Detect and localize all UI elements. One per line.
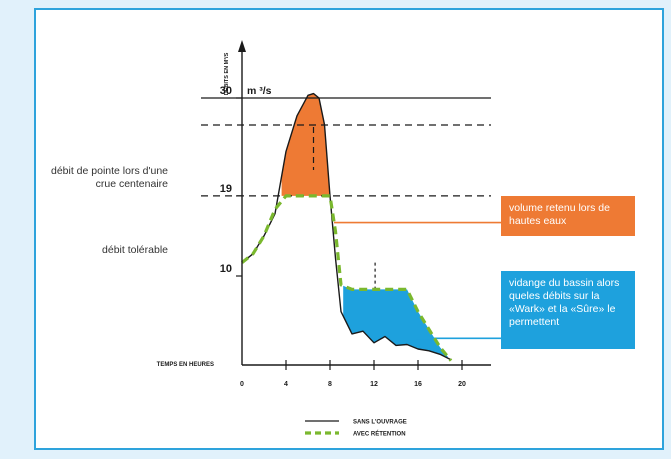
retained-volume-area [281, 93, 333, 196]
y-level-label: 10 [220, 263, 232, 275]
x-tick-label: 16 [414, 381, 422, 388]
x-tick-label: 0 [240, 381, 244, 388]
peak-flow-label: débit de pointe lors d'une crue centenai… [50, 165, 168, 190]
drain-basin-box: vidange du bassin alors queles débits su… [501, 271, 635, 349]
y-level-label: 19 [220, 183, 232, 195]
retained-volume-box: volume retenu lors de hautes eaux [501, 196, 635, 236]
y-axis-arrow [238, 40, 246, 52]
legend-label-avec-retention: AVEC RÉTENTION [353, 430, 406, 438]
y-unit-label: m ³/s [247, 85, 272, 97]
x-axis-title: TEMPS EN HEURES [157, 362, 214, 368]
x-tick-label: 8 [328, 381, 332, 388]
y-axis-title: DÉBITS EN M³/S [222, 52, 230, 95]
legend-label-sans-ouvrage: SANS L'OUVRAGE [353, 420, 407, 426]
drained-volume-area [343, 285, 448, 359]
y-level-label: 30 [220, 85, 232, 97]
tolerable-flow-label: débit tolérable [102, 244, 168, 256]
chart-frame: 0 4 8 12 16 20 10 19 30 m ³/s DÉBITS EN M³/S TEMPS … [34, 8, 664, 450]
flood-hydrograph-chart: 0 4 8 12 16 20 10 19 30 m ³/s DÉBITS EN M³/S TEMPS … [157, 40, 501, 438]
x-tick-label: 20 [458, 381, 466, 388]
series-line-sans-ouvrage [241, 92, 452, 361]
x-tick-label: 4 [284, 381, 288, 388]
x-tick-label: 12 [370, 381, 378, 388]
series-line-avec-retention [241, 194, 453, 362]
